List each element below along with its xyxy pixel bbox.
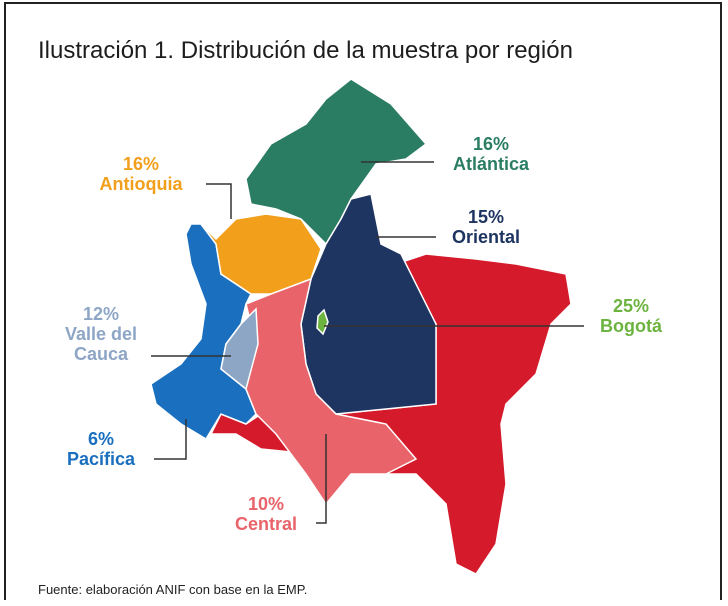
page: Ilustración 1. Distribución de la muestr…	[4, 2, 722, 600]
region	[245, 277, 418, 506]
region-name: Pacífica	[66, 449, 136, 469]
region-name: Antioquia	[99, 174, 183, 194]
region-value: 12%	[82, 304, 120, 324]
region-name: Atlántica	[452, 154, 530, 174]
region	[200, 213, 322, 295]
region-label: 16% Atlántica	[426, 134, 556, 174]
region-label: 10% Central	[211, 494, 321, 534]
region-value: 16%	[122, 154, 160, 174]
region-value: 16%	[472, 134, 510, 154]
title: Ilustración 1. Distribución de la muestr…	[38, 37, 573, 64]
region	[220, 307, 259, 391]
region-name: Central	[234, 514, 297, 534]
region	[316, 308, 329, 336]
region-name: Valle del Cauca	[64, 324, 138, 364]
region-label: 6% Pacífica	[46, 429, 156, 469]
leader-line	[154, 419, 187, 460]
region-value: 15%	[467, 207, 505, 227]
leader-line	[206, 183, 232, 219]
region-name: Oriental	[451, 227, 521, 247]
region-value: 10%	[247, 494, 285, 514]
region-name: Bogotá	[600, 316, 662, 336]
region-label: 16% Antioquia	[76, 154, 206, 194]
region-value: 6%	[87, 429, 114, 449]
region-label: 25% Bogotá	[581, 296, 681, 336]
region-label: 15% Oriental	[426, 207, 546, 247]
leader-line	[316, 434, 327, 524]
source: Fuente: elaboración ANIF con base en la …	[38, 582, 308, 597]
region-label: 12% Valle del Cauca	[51, 304, 151, 364]
region-value: 25%	[612, 296, 650, 316]
map	[150, 78, 584, 575]
